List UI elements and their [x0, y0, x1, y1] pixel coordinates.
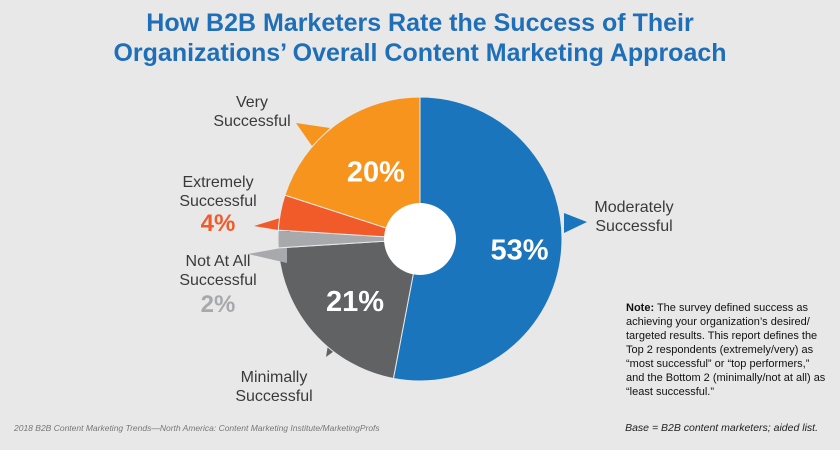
- slice-label-moderately: Moderately Successful: [594, 199, 673, 235]
- base-text: Base = B2B content marketers; aided list…: [625, 422, 818, 434]
- slice-value-minimally: 21%: [326, 286, 384, 318]
- slice-value-very: 20%: [347, 157, 405, 189]
- pie-slice-very: [284, 96, 421, 240]
- chart-title-line-2: Organizations’ Overall Content Marketing…: [113, 39, 727, 67]
- slice-pointer-not_at_all: [248, 247, 287, 263]
- note-label: Note:: [626, 302, 655, 314]
- note-body: The survey defined success as achieving …: [626, 302, 826, 398]
- donut-hole: [384, 203, 456, 275]
- slice-pointer-very: [296, 123, 330, 146]
- slice-value-moderately: 53%: [491, 234, 549, 266]
- slice-value-extremely: 4%: [201, 210, 236, 237]
- slice-label-not_at_all: Not At All Successful: [179, 253, 256, 289]
- pie-slice-moderately: [392, 96, 563, 382]
- slice-pointer-moderately: [564, 213, 587, 233]
- source-text: 2018 B2B Content Marketing Trends—North …: [14, 423, 380, 433]
- slice-label-very: Very Successful: [213, 94, 290, 130]
- slice-label-minimally: Minimally Successful: [235, 369, 312, 405]
- chart-title-line-1: How B2B Marketers Rate the Success of Th…: [146, 9, 694, 37]
- chart-title: How B2B Marketers Rate the Success of Th…: [0, 8, 840, 68]
- pie-slice-minimally: [277, 238, 421, 380]
- slice-value-not_at_all: 2%: [201, 291, 236, 318]
- note-text: Note: The survey defined success as achi…: [626, 301, 826, 399]
- slice-label-extremely: Extremely Successful: [179, 174, 256, 210]
